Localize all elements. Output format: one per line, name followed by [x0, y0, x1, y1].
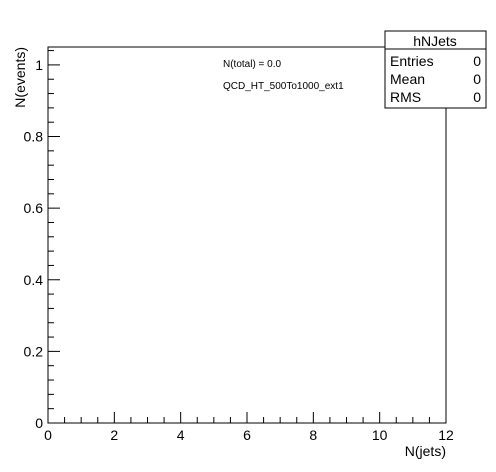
y-tick-label: 0.2 — [24, 343, 44, 359]
y-axis-title: N(events) — [12, 47, 28, 108]
x-tick-label: 0 — [44, 427, 52, 443]
stats-mean-value: 0 — [473, 71, 481, 87]
x-tick-label: 8 — [309, 427, 317, 443]
x-axis: 0 2 4 6 8 10 12 — [44, 412, 454, 443]
x-axis-title: N(jets) — [405, 443, 446, 459]
annotation-total: N(total) = 0.0 — [223, 59, 282, 70]
stats-rms-label: RMS — [390, 89, 421, 105]
y-axis: 0 0.2 0.4 0.6 0.8 1 — [24, 50, 60, 431]
stats-box-frame — [384, 30, 487, 109]
y-tick-label: 1 — [35, 57, 43, 73]
x-tick-label: 6 — [243, 427, 251, 443]
x-tick-label: 10 — [372, 427, 388, 443]
stats-entries-value: 0 — [473, 53, 481, 69]
stats-box-title: hNJets — [413, 33, 457, 49]
stats-box: hNJets Entries 0 Mean 0 RMS 0 — [384, 30, 487, 109]
stats-entries-label: Entries — [390, 53, 434, 69]
x-tick-label: 12 — [438, 427, 454, 443]
y-tick-label: 0 — [35, 415, 43, 431]
stats-mean-label: Mean — [390, 71, 425, 87]
x-tick-label: 2 — [110, 427, 118, 443]
x-tick-label: 4 — [177, 427, 185, 443]
y-tick-label: 0.6 — [24, 200, 44, 216]
y-tick-label: 0.8 — [24, 129, 44, 145]
y-tick-label: 0.4 — [24, 272, 44, 288]
annotation-dataset: QCD_HT_500To1000_ext1 — [223, 81, 344, 92]
stats-rms-value: 0 — [473, 89, 481, 105]
